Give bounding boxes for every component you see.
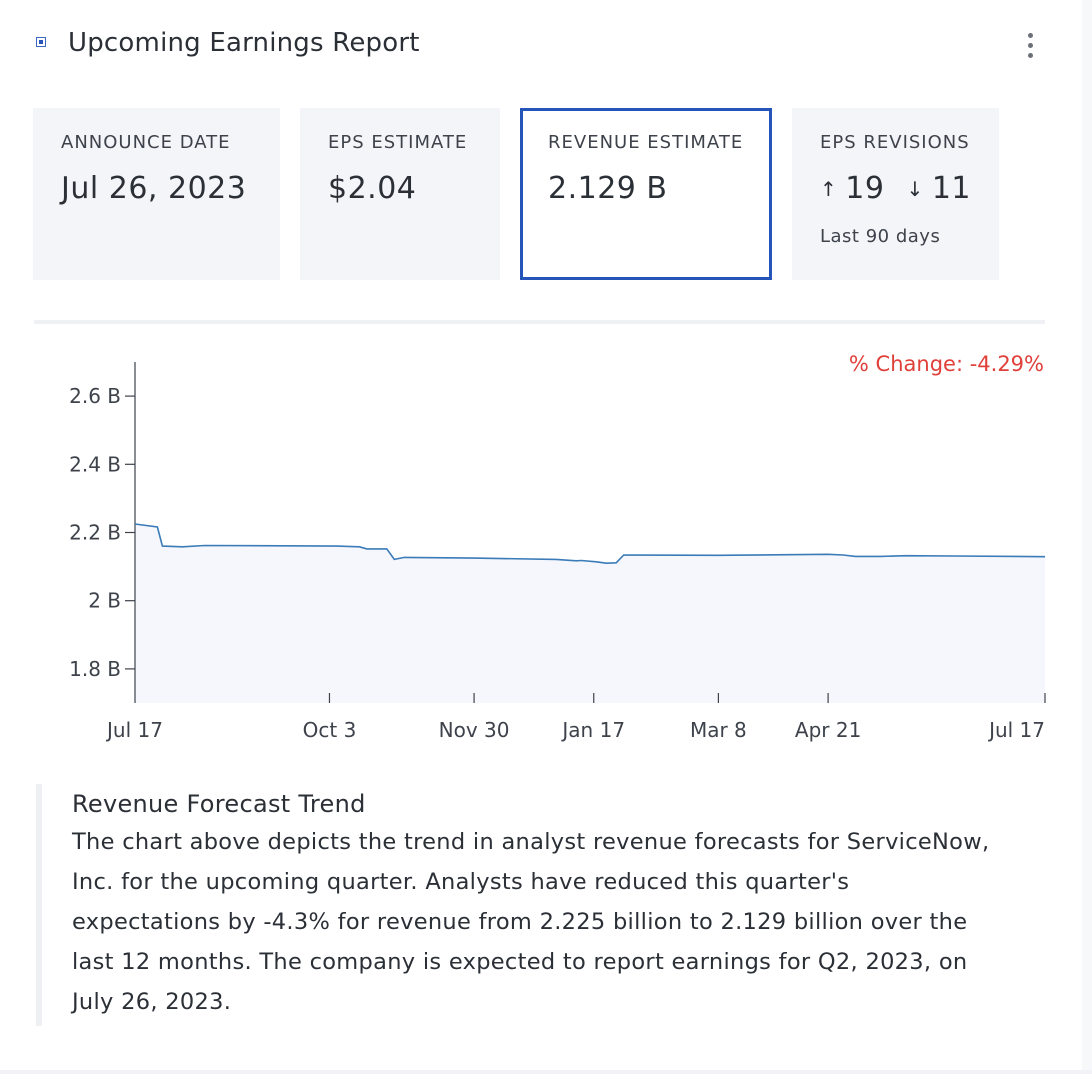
scrollbar-track <box>1082 0 1092 1074</box>
tile-eps-revisions[interactable]: EPS REVISIONS ↑ 19 ↓ 11 Last 90 days <box>792 108 999 280</box>
tile-label: REVENUE ESTIMATE <box>548 132 744 153</box>
tile-value: 2.129 B <box>548 171 668 206</box>
revenue-forecast-chart[interactable]: 1.8 B 2 B 2.2 B 2.4 B 2.6 B Jul 17 Oct 3 Nov 3… <box>0 340 1082 760</box>
y-tick-label: 2 B <box>88 589 121 613</box>
tile-value: Jul 26, 2023 <box>61 171 247 206</box>
report-icon <box>36 37 46 47</box>
card-title: Upcoming Earnings Report <box>68 28 420 58</box>
y-tick-label: 2.4 B <box>69 452 121 476</box>
x-tick-label: Nov 30 <box>439 718 510 742</box>
divider <box>34 320 1045 324</box>
tile-eps-estimate[interactable]: EPS ESTIMATE $2.04 <box>300 108 500 280</box>
y-tick-label: 2.6 B <box>69 384 121 408</box>
tile-revenue-estimate[interactable]: REVENUE ESTIMATE 2.129 B <box>520 108 772 280</box>
revisions-down-count: 11 <box>931 171 971 206</box>
revisions-values: ↑ 19 ↓ 11 <box>820 171 971 206</box>
arrow-down-icon: ↓ <box>906 176 924 201</box>
y-tick-label: 2.2 B <box>69 521 121 545</box>
x-tick-label: Apr 21 <box>795 718 861 742</box>
card-bottom-border <box>0 1070 1092 1074</box>
note-title: Revenue Forecast Trend <box>72 790 366 818</box>
y-tick-label: 1.8 B <box>69 657 121 681</box>
percent-change-label: % Change: -4.29% <box>849 352 1044 376</box>
tile-label: ANNOUNCE DATE <box>61 132 231 153</box>
tile-value: $2.04 <box>328 171 417 206</box>
arrow-up-icon: ↑ <box>820 176 838 201</box>
x-tick-label: Jul 17 <box>105 718 163 742</box>
x-tick-label: Mar 8 <box>690 718 747 742</box>
tile-label: EPS REVISIONS <box>820 132 970 153</box>
x-tick-label: Jul 17 <box>987 718 1045 742</box>
revisions-period: Last 90 days <box>820 226 941 247</box>
more-vertical-icon[interactable] <box>1018 28 1042 62</box>
forecast-note: Revenue Forecast Trend The chart above d… <box>36 784 996 1026</box>
tile-announce-date[interactable]: ANNOUNCE DATE Jul 26, 2023 <box>33 108 280 280</box>
x-tick-label: Jan 17 <box>560 718 625 742</box>
series-area <box>135 524 1045 703</box>
x-tick-label: Oct 3 <box>303 718 357 742</box>
revisions-up-count: 19 <box>845 171 885 206</box>
tile-label: EPS ESTIMATE <box>328 132 468 153</box>
series-line <box>134 523 1046 565</box>
note-body: The chart above depicts the trend in ana… <box>72 829 990 1015</box>
